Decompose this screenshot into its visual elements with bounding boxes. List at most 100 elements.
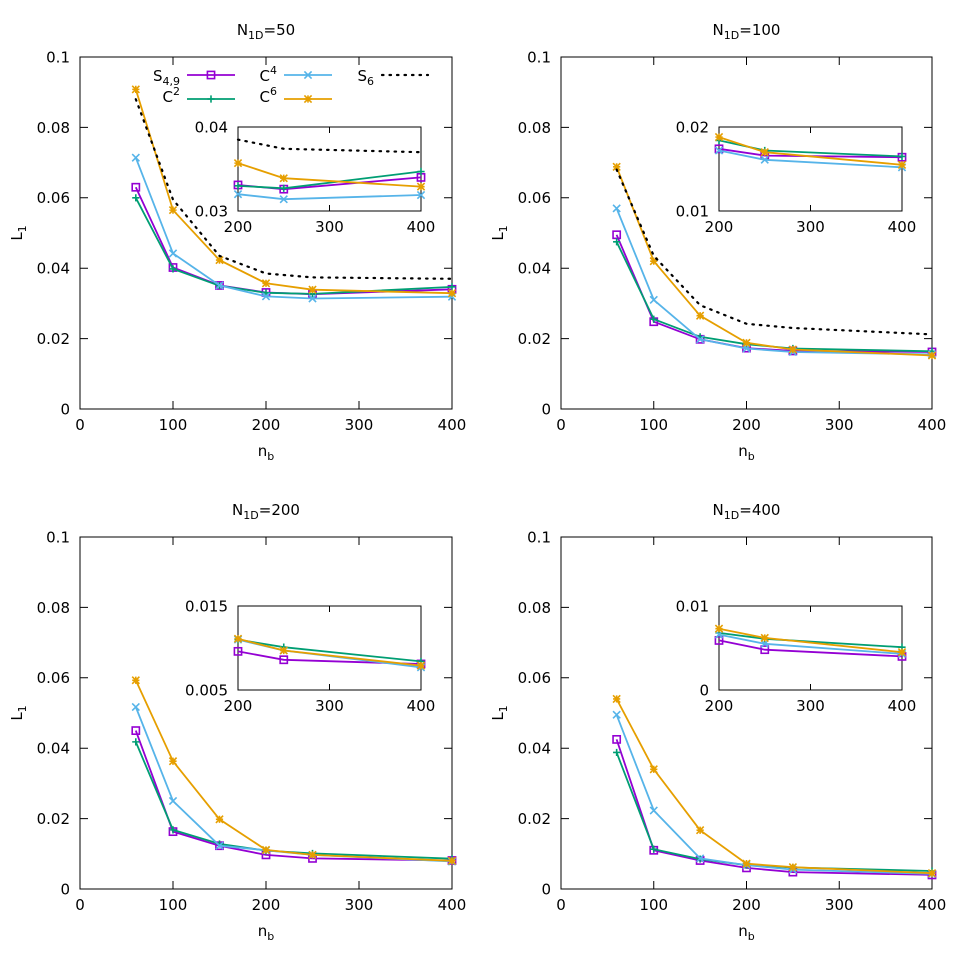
panel-1-line-C4 <box>615 208 933 356</box>
panel-0-inset-line-S6 <box>236 138 423 154</box>
panel-2-xtick-label-3: 300 <box>345 896 374 914</box>
panel-2-point-C6-3-marker-star <box>261 845 271 855</box>
panel-2-xlabel: nb <box>258 922 275 943</box>
panel-1-ytick-label-0: 0 <box>541 400 551 418</box>
panel-2-point-C2-1-marker-plus <box>169 826 177 834</box>
legend-label-C2: C2 <box>163 85 180 106</box>
legend-label-sup-C2: 2 <box>173 85 180 98</box>
panel-2-inset-point-C6-0-marker-star <box>233 634 243 643</box>
panel-2-title-base: N <box>232 501 243 519</box>
panel-1-inset-xtick-label-0: 200 <box>705 218 734 236</box>
panel-0-point-C6-4-marker-star <box>308 285 317 294</box>
panel-3-xlabel: nb <box>738 922 755 943</box>
panel-1-inset-point-C2-2-marker-plus <box>898 152 906 160</box>
panel-0-inset-xtick-label-0: 200 <box>224 218 253 236</box>
panel-0-point-C4-1-marker-cross <box>168 249 178 258</box>
panel-3-inset-xtick-label-0: 200 <box>705 697 734 715</box>
panel-0-ylabel-base: L <box>8 232 26 241</box>
legend-label-base-S49: S <box>153 67 163 85</box>
panel-0-title-sub: 1D <box>248 29 263 42</box>
panel-1-ytick-label-1: 0.02 <box>518 330 551 348</box>
panel-0-point-C2-1-marker-plus <box>169 265 177 273</box>
panel-2-inset-xtick-label-0: 200 <box>224 697 253 715</box>
panel-1-point-C4-0-marker-cross <box>612 204 621 213</box>
panel-3-point-C4-2-marker-cross <box>695 854 705 863</box>
panel-0-point-C4-2-marker-cross <box>215 281 224 290</box>
panel-3-point-C6-5-marker-star <box>927 868 937 878</box>
panel-3-inset-ytick-label-0: 0 <box>699 681 709 699</box>
panel-2-xtick-label-2: 200 <box>252 896 281 914</box>
panel-3: N1D=400 0 100 200 300 400 0 0.02 0.04 0.06 0.08 0.1… <box>489 501 946 943</box>
panel-0-inset-ytick-label-1: 0.04 <box>195 118 228 136</box>
panel-0-inset-ytick-label-0: 0.03 <box>195 202 228 220</box>
panel-0-xtick-label-4: 400 <box>438 416 467 434</box>
panel-2-ytick-label-5: 0.1 <box>46 528 70 546</box>
panel-2-point-C4-1-marker-cross <box>168 796 178 806</box>
panel-2-ytick-label-3: 0.06 <box>37 669 70 687</box>
legend-label-S6: S6 <box>357 67 374 88</box>
panel-1-ylabel-base: L <box>489 232 507 241</box>
panel-3-inset-ytick-label-1: 0.01 <box>676 597 709 615</box>
panel-2-point-C4-2-marker-cross <box>215 841 224 850</box>
panel-1-ytick-label-3: 0.06 <box>518 189 551 207</box>
panel-1-point-C6-1-marker-star <box>649 256 658 266</box>
panel-0-point-C4-0-marker-cross <box>131 153 140 162</box>
panel-1-xtick-label-1: 100 <box>639 416 668 434</box>
panel-1-inset-point-C4-1-marker-cross <box>760 155 769 164</box>
panel-3-point-C6-1-marker-star <box>649 765 658 774</box>
panel-0-point-C4-4-marker-cross <box>308 294 317 303</box>
panel-2-ytick-label-0: 0 <box>60 880 70 898</box>
panel-2-xlabel-sub: b <box>267 930 274 943</box>
legend-label-S49: S4,9 <box>153 67 180 88</box>
panel-3-point-C4-0-marker-cross <box>612 710 621 719</box>
panel-1-inset-ytick-label-0: 0.01 <box>676 202 709 220</box>
panel-1-title: N1D=100 <box>713 21 781 42</box>
panel-0-inset-point-C2-1-marker-plus <box>280 184 288 192</box>
panel-3-inset-xtick-label-2: 400 <box>888 697 917 715</box>
panel-1-inset: 200 300 400 0.01 0.02 <box>676 118 917 236</box>
panel-1-point-C4-2-marker-cross <box>695 335 705 344</box>
panel-1-inset-point-C4-0-marker-cross <box>714 146 724 155</box>
panel-2-inset-point-C6-2-marker-star <box>416 661 426 670</box>
panel-1-title-base: N <box>713 21 724 39</box>
panel-3-point-C6-2-marker-star <box>695 826 705 835</box>
panel-3-ytick-label-3: 0.06 <box>518 669 551 687</box>
panel-3-ytick-label-5: 0.1 <box>527 528 551 546</box>
panel-2: N1D=200 0 100 200 300 400 0 0.02 0.04 0.06 0.08 0.1… <box>8 501 466 943</box>
legend-label-sup-C4: 4 <box>270 64 277 77</box>
panel-2-ylabel-sub: 1 <box>16 705 29 712</box>
legend-label-C4: C4 <box>260 64 277 85</box>
legend-label-C6: C6 <box>260 85 277 106</box>
panel-1-xtick-label-3: 300 <box>825 416 854 434</box>
panel-3-line-C6 <box>615 698 933 875</box>
panel-2-title: N1D=200 <box>232 501 300 522</box>
panel-3-point-C6-0-marker-star <box>612 694 621 704</box>
panel-0-title: N1D=50 <box>237 21 295 42</box>
panel-3-ytick-label-4: 0.08 <box>518 599 551 617</box>
panel-0-ytick-label-3: 0.06 <box>37 189 70 207</box>
panel-0-ytick-label-5: 0.1 <box>46 48 70 66</box>
panel-1-xlabel-sub: b <box>748 450 755 463</box>
panel-2-line-C6 <box>134 679 453 862</box>
panel-1-title-rest: =100 <box>739 21 780 39</box>
panel-0-xtick-label-0: 0 <box>75 416 85 434</box>
panel-2-inset-xtick-label-2: 400 <box>407 697 436 715</box>
panel-0-title-base: N <box>237 21 248 39</box>
panel-1: N1D=100 0 100 200 300 400 0 0.02 0.04 0.06 0.08 0.1… <box>489 21 946 463</box>
panel-0-line-C6 <box>134 89 453 295</box>
panel-1-inset-xtick-label-1: 300 <box>796 218 825 236</box>
panel-0-point-S49-0-marker-square <box>131 182 141 192</box>
panel-0-frame <box>79 56 453 410</box>
panel-0-ylabel-sub: 1 <box>16 225 29 232</box>
panel-0-xlabel-sub: b <box>267 450 274 463</box>
panel-3-xlabel-base: n <box>738 922 748 940</box>
panel-1-ylabel-sub: 1 <box>497 225 510 232</box>
panel-3-inset-point-C6-0-marker-star <box>714 624 724 633</box>
panel-3-point-S49-0-marker-square <box>612 734 622 744</box>
panel-3-inset-point-S49-1-marker-square <box>760 645 770 655</box>
legend-S49-marker-square <box>206 70 216 80</box>
panel-0-point-C6-1-marker-star <box>168 205 178 215</box>
